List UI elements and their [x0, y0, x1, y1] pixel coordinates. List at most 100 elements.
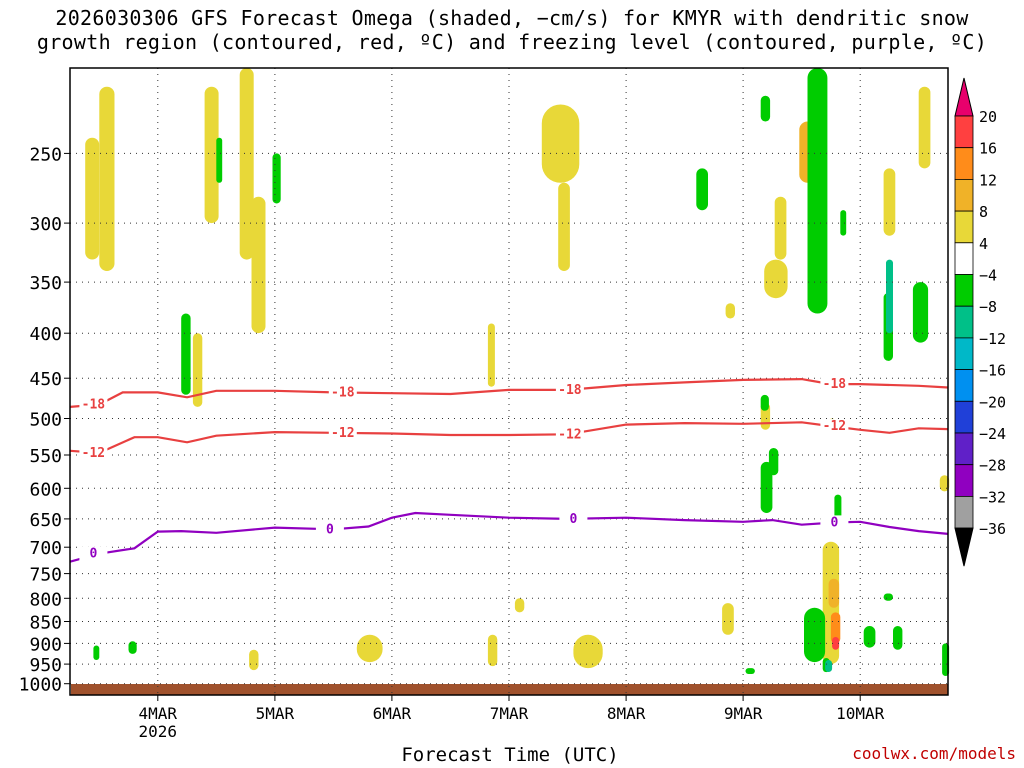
omega-region	[487, 323, 495, 387]
colorbar-band	[954, 432, 974, 466]
y-axis: 2503003504004505005506006507007508008509…	[19, 144, 70, 696]
contours: -18 -18 -18 -18 -12 -12 -12 -12 0 0 0 0	[69, 377, 949, 563]
colorbar-band	[954, 147, 974, 180]
y-tick-label: 850	[29, 613, 62, 634]
colorbar-band	[954, 337, 974, 370]
dgz_minus12-label: -12	[331, 426, 354, 441]
omega-region	[828, 578, 840, 608]
colorbar-tick-label: −28	[979, 457, 1006, 475]
dgz_minus12-label: -12	[823, 419, 846, 434]
omega-region	[912, 282, 929, 343]
x-tick-label: 8MAR	[607, 704, 646, 723]
omega-region	[249, 649, 259, 671]
dgz_minus12-label: -12	[82, 446, 105, 461]
y-tick-label: 600	[29, 479, 62, 500]
omega-region	[745, 668, 755, 674]
omega-region	[764, 259, 788, 299]
chart-title: 2026030306 GFS Forecast Omega (shaded, −…	[36, 6, 988, 54]
colorbar-tick-label: −24	[979, 425, 1006, 443]
colorbar-band	[954, 115, 974, 149]
omega-region	[239, 68, 254, 260]
omega-region	[760, 461, 773, 513]
colorbar-tick-label: −36	[979, 520, 1006, 538]
freezing_level-label: 0	[89, 547, 97, 562]
omega-region	[804, 607, 826, 663]
x-tick-label: 9MAR	[724, 704, 763, 723]
omega-region	[760, 95, 771, 122]
y-tick-label: 500	[29, 410, 62, 431]
surface-terrain	[71, 684, 948, 695]
omega-region	[825, 660, 833, 672]
colorbar-band	[954, 495, 974, 529]
y-tick-label: 950	[29, 655, 62, 676]
colorbar-band	[954, 305, 974, 339]
omega-region	[216, 137, 223, 183]
colorbar-tick-label: −16	[979, 362, 1006, 380]
omega-region	[722, 603, 734, 635]
omega-region	[886, 259, 893, 334]
credit-link[interactable]: coolwx.com/models	[852, 744, 1016, 763]
y-tick-label: 250	[29, 144, 62, 165]
colorbar-tick-label: 12	[979, 171, 997, 189]
y-tick-label: 350	[29, 273, 62, 294]
omega-region	[725, 303, 735, 319]
omega-region	[883, 168, 896, 236]
dgz_minus18-label: -18	[823, 377, 847, 392]
omega-region	[558, 182, 570, 271]
x-tick-label: 6MAR	[373, 704, 412, 723]
contour-label-bg	[555, 427, 584, 442]
omega-region	[251, 196, 266, 334]
y-tick-label: 700	[29, 538, 62, 559]
colorbar-tick-label: −4	[979, 267, 997, 285]
x-axis-label: Forecast Time (UTC)	[401, 744, 619, 766]
contour-label-bg	[79, 445, 108, 460]
contour-label-bg	[820, 515, 849, 530]
contour-label-bg	[820, 377, 849, 392]
omega-shading	[85, 68, 950, 676]
dgz_minus18-label: -18	[331, 385, 355, 400]
omega-region	[93, 645, 100, 660]
colorbar-band	[954, 178, 974, 212]
y-tick-label: 900	[29, 634, 62, 655]
omega-region	[893, 626, 903, 650]
omega-region	[832, 637, 840, 650]
contour-label-bg	[559, 511, 588, 526]
colorbar-tick-label: −20	[979, 393, 1006, 411]
omega-region	[830, 612, 841, 644]
omega-region	[487, 634, 498, 667]
terrain-band	[71, 684, 948, 695]
dgz_minus12-label: -12	[558, 427, 581, 442]
contour-label-bg	[328, 385, 357, 400]
omega-region	[774, 196, 787, 260]
contour-label-bg	[315, 522, 344, 537]
colorbar-band	[954, 464, 974, 497]
y-tick-label: 800	[29, 589, 62, 610]
omega-region	[918, 86, 931, 169]
omega-region	[807, 68, 828, 314]
colorbar-tick-label: −12	[979, 330, 1006, 348]
colorbar-band	[954, 369, 974, 402]
x-tick-label: 10MAR	[836, 704, 885, 723]
y-tick-label: 400	[29, 324, 62, 345]
colorbar-tick-label: −32	[979, 488, 1006, 506]
contour-label-bg	[79, 397, 108, 412]
omega-region	[204, 86, 219, 224]
y-tick-label: 1000	[19, 675, 62, 696]
omega-region	[760, 394, 769, 411]
omega-region	[181, 313, 191, 395]
omega-region	[768, 448, 779, 476]
omega-region	[883, 593, 893, 601]
colorbar-bottom-arrow	[954, 527, 974, 567]
colorbar-tick-label: 4	[979, 235, 988, 253]
colorbar-band	[954, 274, 974, 307]
y-tick-label: 650	[29, 510, 62, 531]
omega-region	[192, 333, 203, 407]
colorbar-tick-label: 16	[979, 140, 997, 158]
contour-label-bg	[328, 425, 357, 440]
y-tick-label: 300	[29, 214, 62, 235]
colorbar-band	[954, 400, 974, 434]
omega-region	[99, 86, 115, 271]
omega-region	[128, 641, 137, 654]
